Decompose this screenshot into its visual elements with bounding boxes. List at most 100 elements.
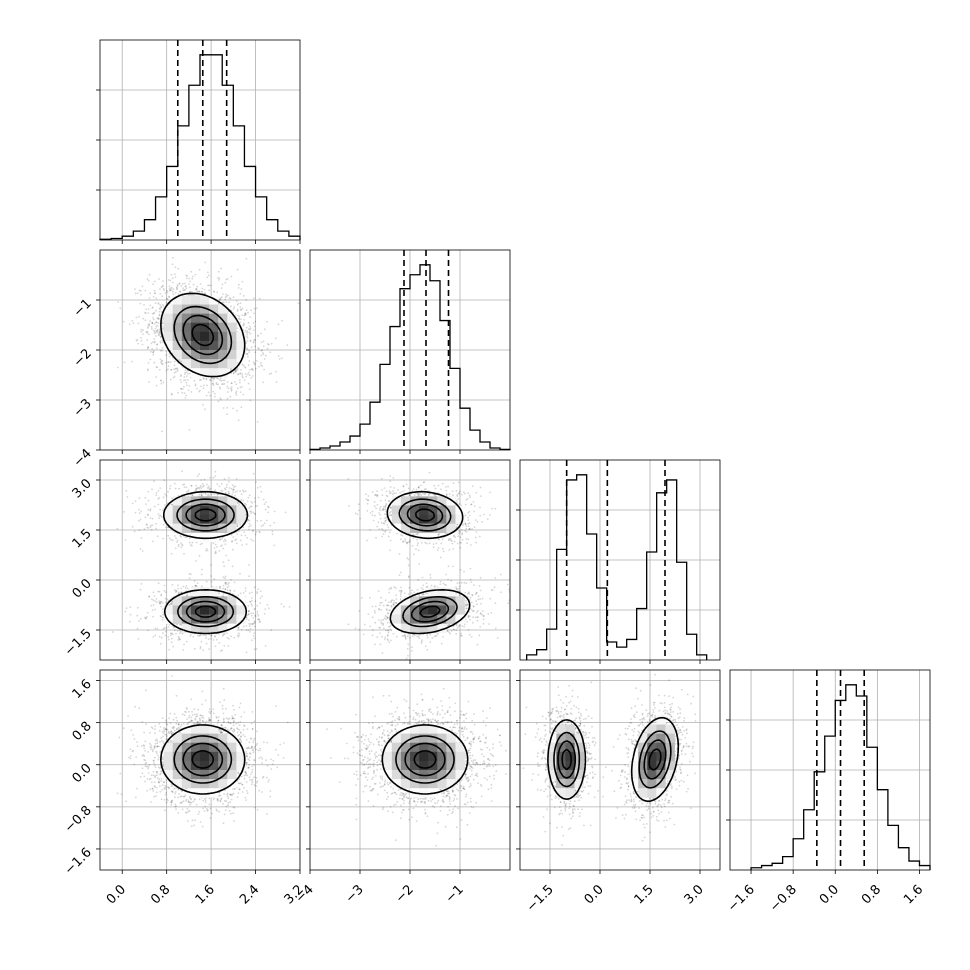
sample-point bbox=[191, 494, 194, 496]
sample-point bbox=[195, 288, 197, 291]
sample-point bbox=[195, 484, 198, 487]
sample-point bbox=[200, 484, 203, 487]
contour-line bbox=[191, 323, 215, 347]
sample-point bbox=[199, 646, 202, 648]
sample-point bbox=[151, 322, 154, 325]
sample-point bbox=[211, 585, 213, 588]
sample-point bbox=[147, 513, 149, 516]
sample-point bbox=[252, 617, 255, 619]
sample-point bbox=[183, 379, 185, 382]
sample-point bbox=[182, 483, 184, 486]
sample-point bbox=[117, 366, 119, 369]
sample-point bbox=[245, 651, 248, 654]
sample-point bbox=[140, 336, 143, 339]
sample-point bbox=[177, 293, 180, 296]
sample-point bbox=[123, 361, 126, 364]
sample-point bbox=[160, 600, 162, 603]
sample-point bbox=[161, 619, 164, 621]
sample-point bbox=[248, 623, 251, 625]
sample-point bbox=[217, 632, 220, 635]
sample-point bbox=[219, 297, 222, 299]
sample-point bbox=[146, 526, 149, 529]
sample-point bbox=[158, 313, 161, 316]
sample-point bbox=[179, 291, 181, 293]
sample-point bbox=[199, 283, 202, 285]
sample-point bbox=[187, 379, 189, 381]
sample-point bbox=[179, 379, 182, 381]
sample-point bbox=[168, 288, 171, 290]
sample-point bbox=[223, 478, 226, 480]
sample-point bbox=[166, 297, 169, 300]
density-cell bbox=[163, 514, 174, 524]
sample-point bbox=[161, 430, 163, 433]
sample-point bbox=[187, 490, 190, 493]
sample-point bbox=[159, 487, 162, 489]
sample-point bbox=[145, 617, 148, 620]
sample-point bbox=[238, 530, 240, 533]
density-cell bbox=[190, 359, 201, 369]
sample-point bbox=[260, 364, 262, 366]
sample-point bbox=[188, 283, 191, 285]
sample-point bbox=[234, 491, 237, 493]
sample-point bbox=[266, 347, 269, 350]
sample-point bbox=[150, 342, 153, 345]
sample-point bbox=[152, 329, 155, 332]
sample-point bbox=[252, 472, 255, 475]
sample-point bbox=[158, 368, 161, 371]
density-cell bbox=[163, 505, 174, 515]
sample-point bbox=[173, 375, 176, 378]
sample-point bbox=[167, 368, 169, 371]
sample-point bbox=[253, 307, 256, 310]
joint-panel-2-0 bbox=[100, 460, 300, 660]
sample-point bbox=[254, 614, 257, 617]
sample-point bbox=[216, 638, 218, 641]
sample-point bbox=[151, 524, 154, 527]
sample-point bbox=[226, 381, 229, 383]
sample-point bbox=[170, 603, 172, 605]
sample-point bbox=[198, 554, 201, 557]
sample-point bbox=[234, 392, 237, 395]
sample-point bbox=[246, 500, 249, 503]
sample-point bbox=[239, 539, 242, 542]
sample-point bbox=[191, 277, 194, 280]
sample-point bbox=[253, 500, 256, 503]
sample-point bbox=[209, 476, 211, 479]
sample-point bbox=[153, 505, 156, 508]
sample-point bbox=[236, 314, 239, 317]
sample-point bbox=[206, 549, 209, 552]
density-cell bbox=[227, 340, 237, 351]
sample-point bbox=[259, 597, 262, 599]
sample-point bbox=[139, 518, 142, 521]
sample-point bbox=[240, 499, 243, 501]
sample-point bbox=[217, 270, 220, 273]
sample-point bbox=[258, 618, 260, 620]
sample-point bbox=[247, 321, 250, 324]
sample-point bbox=[162, 280, 164, 282]
sample-point bbox=[263, 368, 265, 371]
sample-point bbox=[222, 584, 225, 587]
sample-point bbox=[164, 634, 167, 637]
sample-point bbox=[144, 319, 147, 322]
sample-point bbox=[275, 370, 277, 373]
sample-point bbox=[119, 307, 122, 310]
sample-point bbox=[220, 287, 223, 289]
sample-point bbox=[142, 317, 145, 320]
sample-point bbox=[183, 385, 185, 388]
sample-point bbox=[189, 544, 192, 546]
sample-point bbox=[145, 312, 147, 315]
sample-point bbox=[226, 391, 229, 393]
sample-point bbox=[266, 343, 269, 345]
sample-point bbox=[158, 328, 161, 331]
sample-point bbox=[193, 647, 196, 650]
sample-point bbox=[190, 270, 193, 273]
sample-point bbox=[155, 522, 158, 525]
sample-point bbox=[158, 517, 161, 520]
sample-point bbox=[178, 359, 181, 361]
sample-point bbox=[175, 370, 177, 373]
sample-point bbox=[250, 500, 253, 503]
sample-point bbox=[214, 475, 217, 478]
sample-point bbox=[228, 637, 230, 640]
sample-point bbox=[208, 648, 211, 650]
sample-point bbox=[240, 628, 243, 631]
sample-point bbox=[139, 302, 142, 305]
